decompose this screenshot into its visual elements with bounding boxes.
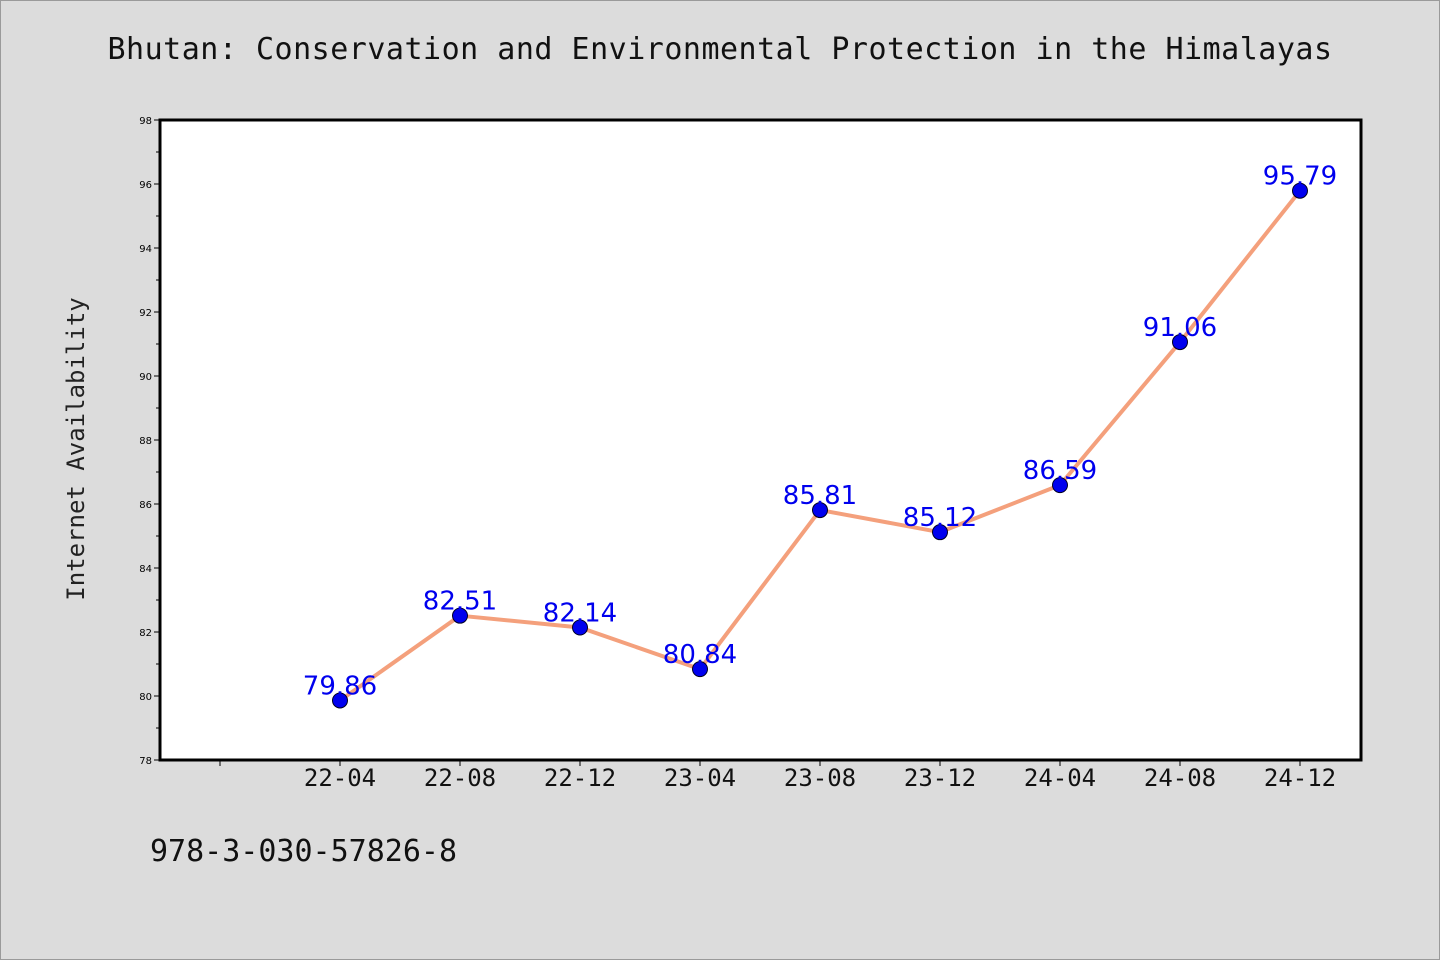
x-tick-label: 22-12 [544,764,616,792]
data-label: 91.06 [1143,313,1217,343]
data-label: 82.51 [423,587,497,617]
data-label: 79.86 [303,671,377,701]
data-point [452,607,468,624]
y-tick-label: 82 [139,628,152,639]
data-point [1292,182,1308,199]
y-tick-label: 86 [139,500,152,511]
x-tick-label: 23-12 [904,764,976,792]
data-point [1052,477,1068,494]
y-tick-label: 88 [139,436,152,447]
data-point [692,661,708,678]
data-label: 82.14 [543,599,617,629]
y-tick-label: 96 [139,180,152,191]
y-tick-label: 84 [139,564,152,575]
x-tick-label: 22-08 [424,764,496,792]
data-point [572,619,588,636]
y-tick-label: 98 [139,116,152,127]
y-tick-label: 90 [139,372,152,383]
data-point [812,502,828,519]
data-point [932,524,948,541]
x-tick-label: 24-04 [1024,764,1096,792]
y-tick-label: 92 [139,308,152,319]
data-label: 85.81 [783,481,857,511]
x-tick-label: 22-04 [304,764,376,792]
data-point [332,692,348,709]
data-point [1172,334,1188,351]
data-label: 86.59 [1023,456,1097,486]
chart-title: Bhutan: Conservation and Environmental P… [107,32,1333,67]
x-tick-label: 24-12 [1264,764,1336,792]
x-tick-label: 23-08 [784,764,856,792]
x-tick-label: 23-04 [664,764,736,792]
y-tick-label: 94 [139,244,152,255]
x-tick-label: 24-08 [1144,764,1216,792]
y-tick-label: 78 [139,756,152,767]
data-label: 80.84 [663,640,737,670]
data-label: 95.79 [1263,162,1337,192]
plot-area [158,118,1363,762]
data-label: 85.12 [903,503,977,533]
y-tick-label: 80 [139,692,152,703]
footer-code: 978-3-030-57826-8 [150,834,458,869]
